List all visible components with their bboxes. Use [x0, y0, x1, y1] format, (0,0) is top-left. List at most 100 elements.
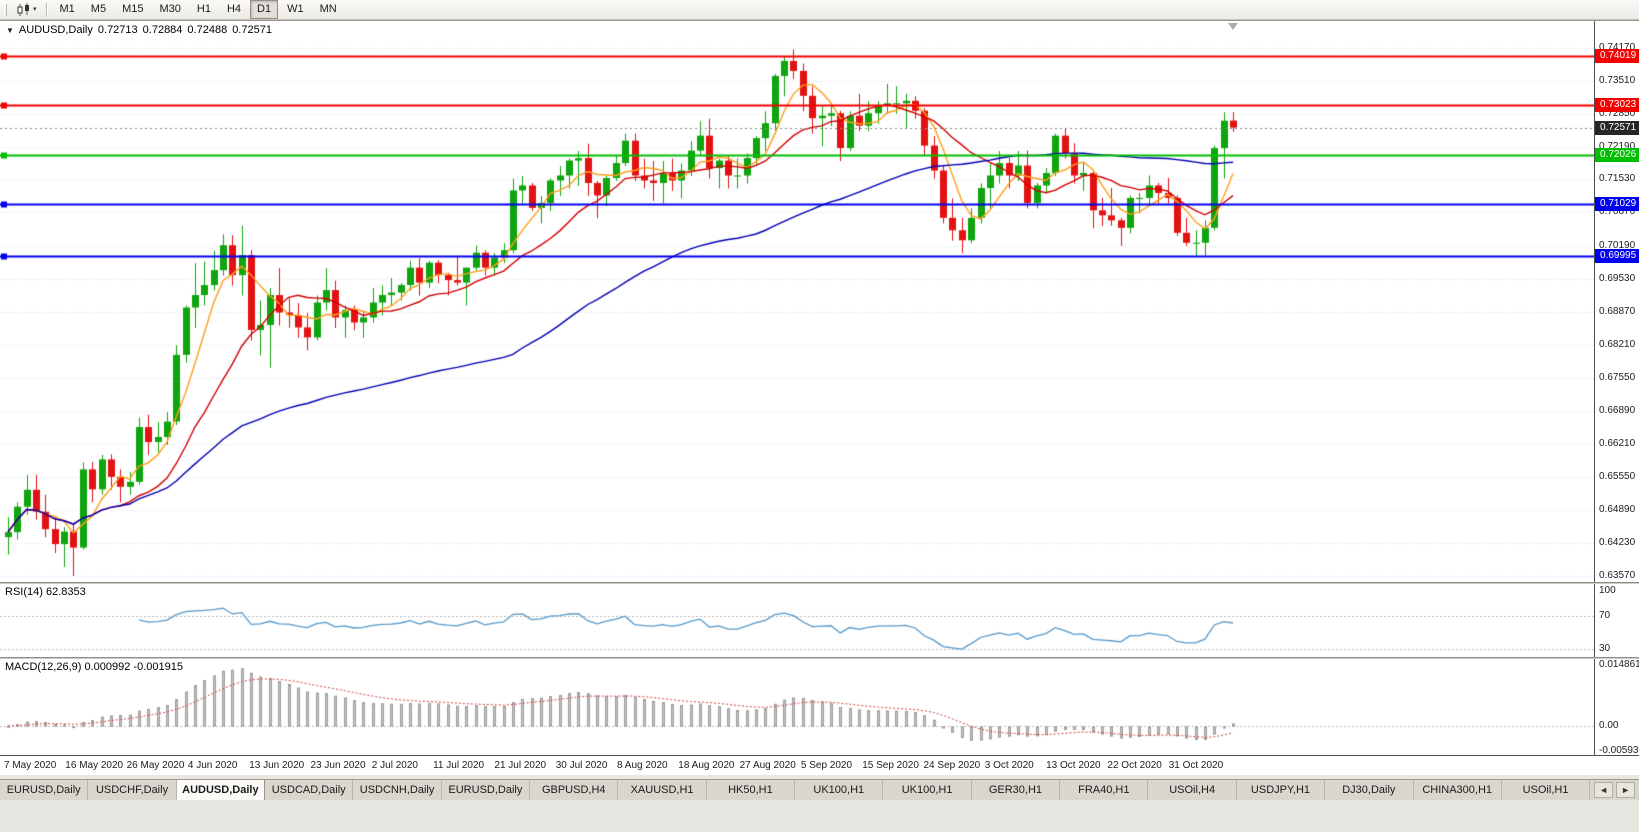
pane-separator[interactable] — [0, 657, 1639, 659]
chart-tab-ger30-h1[interactable]: GER30,H1 — [971, 780, 1061, 800]
chart-tab-bar: EURUSD,Daily USDCHF,Daily AUDUSD,Daily USDC… — [0, 779, 1639, 800]
chart-shift-marker[interactable] — [1228, 23, 1238, 30]
chart-tab-usdcad-daily[interactable]: USDCAD,Daily — [265, 780, 354, 800]
date-axis-label: 23 Jun 2020 — [310, 760, 366, 771]
chart-tab-fra40-h1[interactable]: FRA40,H1 — [1060, 780, 1149, 800]
chart-tab-usoil-h4[interactable]: USOil,H4 — [1148, 780, 1237, 800]
price-axis-label: 0.64890 — [1599, 504, 1636, 516]
chart-tab-usdcnh-daily[interactable]: USDCNH,Daily — [353, 780, 442, 800]
date-axis-label: 13 Oct 2020 — [1046, 760, 1101, 771]
rsi-axis-label: 30 — [1599, 643, 1611, 654]
chart-header: ▼ AUDUSD,Daily 0.72713 0.72884 0.72488 0… — [6, 24, 272, 36]
price-axis-label: 0.72850 — [1599, 107, 1636, 119]
rsi-pane[interactable]: RSI(14) 62.8353 100 70 30 — [0, 584, 1639, 657]
macd-axis-label: 0.00 — [1599, 719, 1619, 731]
macd-pane[interactable]: MACD(12,26,9) 0.000992 -0.001915 0.01486… — [0, 659, 1639, 756]
price-axis-label: 0.65550 — [1599, 471, 1636, 483]
macd-indicator-label: MACD(12,26,9) 0.000992 -0.001915 — [5, 661, 183, 673]
chart-window: ▼ AUDUSD,Daily 0.72713 0.72884 0.72488 0… — [0, 20, 1639, 775]
rsi-axis-label: 100 — [1599, 585, 1616, 597]
date-axis-label: 21 Jul 2020 — [494, 760, 547, 771]
date-axis[interactable]: 7 May 2020 16 May 2020 26 May 2020 4 Jun 20… — [0, 755, 1639, 775]
quote-high: 0.72884 — [142, 24, 183, 36]
chart-type-button[interactable]: ▾ — [12, 1, 41, 19]
timeframe-button-mn[interactable]: MN — [319, 3, 337, 15]
date-axis-label: 31 Oct 2020 — [1168, 760, 1224, 771]
date-axis-label: 2 Jul 2020 — [371, 760, 418, 771]
rsi-indicator-label: RSI(14) 62.8353 — [5, 586, 86, 598]
price-axis-label: 0.64230 — [1599, 537, 1636, 549]
date-axis-label: 3 Oct 2020 — [984, 760, 1034, 771]
rsi-axis[interactable]: 100 70 30 — [1594, 584, 1639, 657]
chart-tab-eurusd-daily[interactable]: EURUSD,Daily — [0, 780, 89, 800]
price-axis-label: 0.74170 — [1599, 41, 1636, 53]
price-axis-label: 0.73510 — [1599, 74, 1636, 86]
price-axis-label: 0.71530 — [1599, 173, 1636, 185]
chart-tab-eurusd-daily[interactable]: EURUSD,Daily — [441, 780, 531, 800]
quote-close: 0.72571 — [232, 24, 272, 36]
window-gap — [0, 775, 1639, 779]
tab-scroll-arrows: ◄ ► — [1590, 780, 1639, 800]
chart-tab-dj30-daily[interactable]: DJ30,Daily — [1325, 780, 1414, 800]
price-axis-label: 0.68870 — [1599, 305, 1636, 317]
macd-axis[interactable]: 0.014861 0.00 -0.005938 — [1594, 659, 1639, 756]
macd-axis-label: -0.005938 — [1599, 745, 1639, 756]
chart-tab-hk50-h1[interactable]: HK50,H1 — [706, 780, 796, 800]
chart-collapse-icon[interactable]: ▼ — [6, 25, 14, 35]
chart-tab-uk100-h1[interactable]: UK100,H1 — [883, 780, 972, 800]
chart-tab-usoil-h1[interactable]: USOil,H1 — [1501, 780, 1591, 800]
current-price-tag: 0.72571 — [1595, 120, 1639, 135]
chart-tab-xauusd-h1[interactable]: XAUUSD,H1 — [618, 780, 707, 800]
date-axis-label: 5 Sep 2020 — [800, 760, 853, 771]
timeframe-button-m5[interactable]: M5 — [90, 3, 107, 15]
tab-scroll-right-button[interactable]: ► — [1616, 782, 1635, 798]
price-axis-label: 0.70190 — [1599, 240, 1636, 252]
date-axis-label: 8 Aug 2020 — [617, 760, 668, 771]
date-axis-label: 30 Jul 2020 — [555, 760, 608, 771]
quote-open: 0.72713 — [97, 24, 138, 36]
price-axis[interactable]: 0.74170 0.73510 0.72850 0.72190 0.71530 0.708… — [1594, 21, 1639, 582]
timeframe-button-m1[interactable]: M1 — [59, 3, 75, 15]
price-axis-label: 0.72190 — [1599, 140, 1636, 152]
chart-symbol-period: AUDUSD,Daily — [18, 24, 93, 36]
timeframe-button-w1[interactable]: W1 — [287, 3, 304, 15]
toolbar-separator — [45, 2, 47, 17]
main-chart-pane[interactable]: ▼ AUDUSD,Daily 0.72713 0.72884 0.72488 0… — [0, 21, 1639, 582]
macd-canvas[interactable] — [0, 659, 1594, 755]
macd-axis-label: 0.014861 — [1599, 659, 1639, 670]
price-axis-label: 0.69530 — [1599, 273, 1636, 285]
price-axis-label: 0.63570 — [1599, 569, 1636, 581]
chart-tabs: EURUSD,Daily USDCHF,Daily AUDUSD,Daily USDC… — [0, 780, 1591, 800]
chart-tab-uk100-h1[interactable]: UK100,H1 — [795, 780, 884, 800]
main-chart-canvas[interactable] — [0, 21, 1594, 582]
tab-scroll-left-button[interactable]: ◄ — [1594, 782, 1614, 798]
level-price-tag: 0.71029 — [1595, 197, 1639, 212]
pane-separator[interactable] — [0, 582, 1639, 584]
date-axis-label: 4 Jun 2020 — [187, 760, 238, 771]
timeframe-button-m30[interactable]: M30 — [159, 3, 181, 15]
date-axis-label: 15 Sep 2020 — [862, 760, 919, 771]
date-axis-label: 16 May 2020 — [65, 760, 124, 771]
timeframe-toolbar: ▾ M1 M5 M15 M30 H1 H4 D1 W1 MN — [0, 0, 1639, 20]
chart-tab-china300-h1[interactable]: CHINA300,H1 — [1413, 780, 1502, 800]
chart-tab-gbpusd-h4[interactable]: GBPUSD,H4 — [530, 780, 619, 800]
rsi-canvas[interactable] — [0, 584, 1594, 657]
date-axis-label: 26 May 2020 — [126, 760, 185, 771]
toolbar-grip[interactable] — [4, 3, 7, 16]
chart-tab-audusd-daily[interactable]: AUDUSD,Daily — [176, 780, 266, 800]
price-axis-label: 0.67550 — [1599, 371, 1636, 383]
timeframe-button-h4[interactable]: H4 — [226, 3, 242, 15]
dropdown-caret-icon: ▾ — [33, 5, 37, 13]
level-price-tag: 0.73023 — [1595, 98, 1639, 113]
price-axis-label: 0.68210 — [1599, 338, 1636, 350]
chart-tab-usdjpy-h1[interactable]: USDJPY,H1 — [1236, 780, 1326, 800]
window-bottom-filler — [0, 800, 1639, 832]
level-price-tag: 0.74019 — [1595, 48, 1639, 63]
timeframe-button-h1[interactable]: H1 — [196, 3, 211, 15]
chart-tab-usdchf-daily[interactable]: USDCHF,Daily — [88, 780, 177, 800]
date-axis-label: 22 Oct 2020 — [1107, 760, 1162, 771]
timeframe-button-m15[interactable]: M15 — [122, 3, 144, 15]
timeframe-button-d1[interactable]: D1 — [250, 0, 279, 19]
date-axis-label: 7 May 2020 — [4, 760, 57, 771]
candlestick-chart-icon — [17, 2, 29, 16]
